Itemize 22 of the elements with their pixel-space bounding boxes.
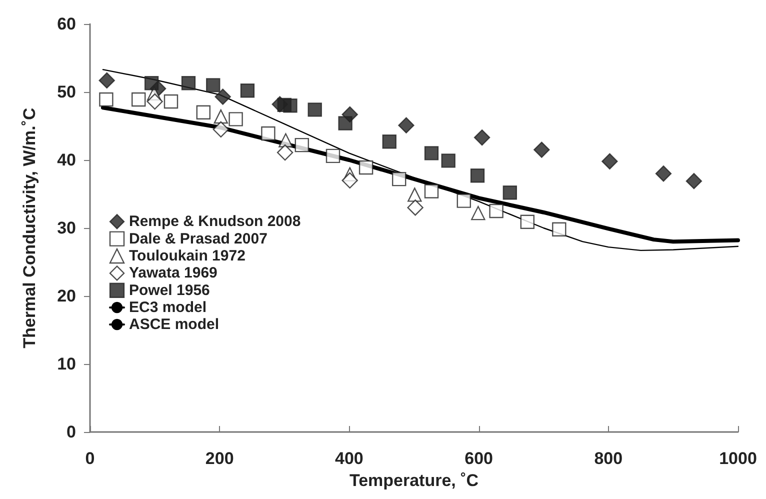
y-tick-label: 10 [57, 354, 76, 374]
legend-label: Dale & Prasad 2007 [129, 230, 268, 248]
x-tick-label: 200 [205, 449, 234, 468]
y-axis-title: Thermal Conductivity, W/m.˚C [20, 108, 39, 348]
x-tick-label: 600 [464, 449, 493, 468]
x-tick-label: 1000 [719, 449, 757, 468]
legend-label: Powel 1956 [129, 282, 210, 299]
y-tick-label: 30 [57, 218, 76, 238]
legend-label: Rempe & Knudson 2008 [129, 213, 301, 230]
x-tick-label: 0 [85, 449, 95, 468]
y-tick-label: 0 [66, 422, 76, 442]
x-tick-label: 800 [594, 449, 623, 468]
legend-label: ASCE model [129, 316, 220, 333]
y-tick-label: 20 [57, 286, 76, 306]
y-tick-label: 40 [57, 150, 76, 170]
y-tick-label: 50 [57, 82, 76, 102]
legend-label: Touloukain 1972 [129, 248, 246, 264]
y-tick-label: 60 [57, 14, 76, 34]
legend-label: EC3 model [129, 299, 207, 316]
x-axis-title: Temperature, ˚C [349, 470, 479, 490]
x-tick-label: 400 [335, 449, 364, 468]
legend-label: Yawata 1969 [129, 264, 218, 282]
